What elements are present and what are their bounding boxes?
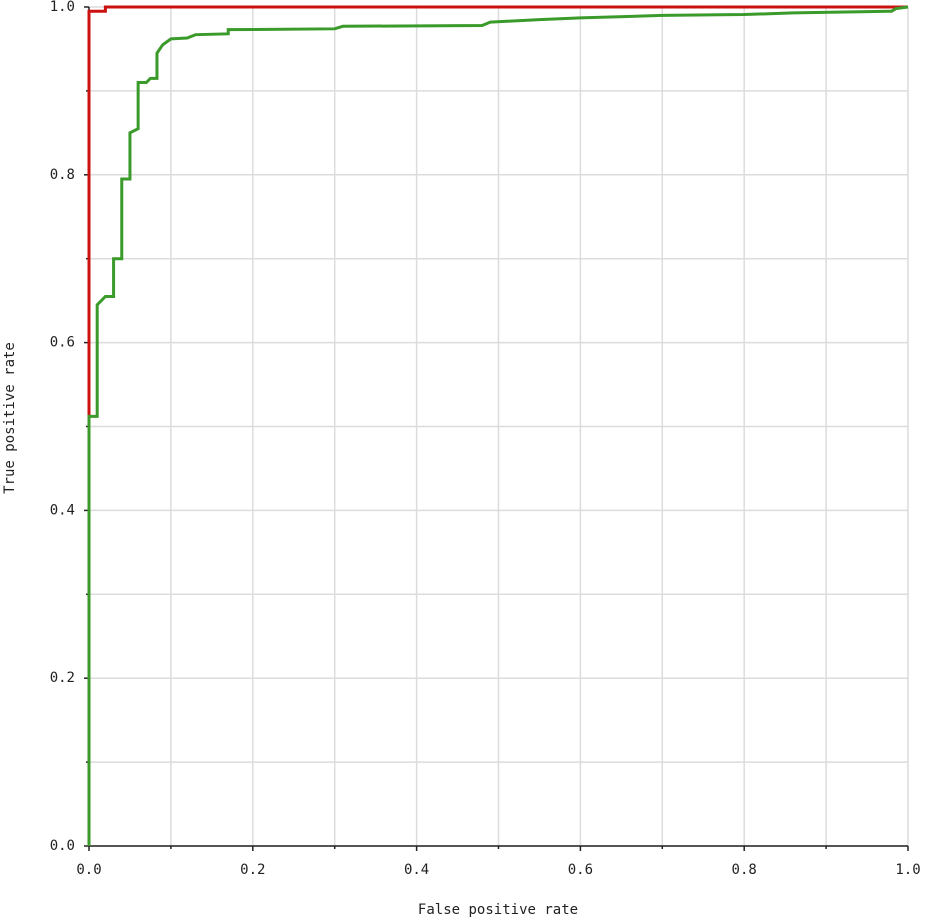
y-axis-label: True positive rate (2, 342, 18, 494)
x-tick-label: 0.8 (732, 862, 757, 878)
y-tick-label: 0.4 (50, 502, 75, 518)
x-tick-label: 0.0 (76, 862, 101, 878)
y-tick-label: 0.6 (50, 335, 75, 351)
y-tick-label: 0.8 (50, 167, 75, 183)
x-tick-label: 0.6 (568, 862, 593, 878)
x-tick-label: 0.4 (404, 862, 429, 878)
x-tick-label: 0.2 (240, 862, 265, 878)
x-axis-label: False positive rate (418, 902, 578, 918)
roc-curve (87, 5, 909, 846)
x-tick-label: 1.0 (895, 862, 920, 878)
y-tick-label: 0.0 (50, 838, 75, 854)
y-tick-label: 1.0 (50, 0, 75, 15)
roc-curve (87, 5, 908, 846)
y-tick-label: 0.2 (50, 670, 75, 686)
